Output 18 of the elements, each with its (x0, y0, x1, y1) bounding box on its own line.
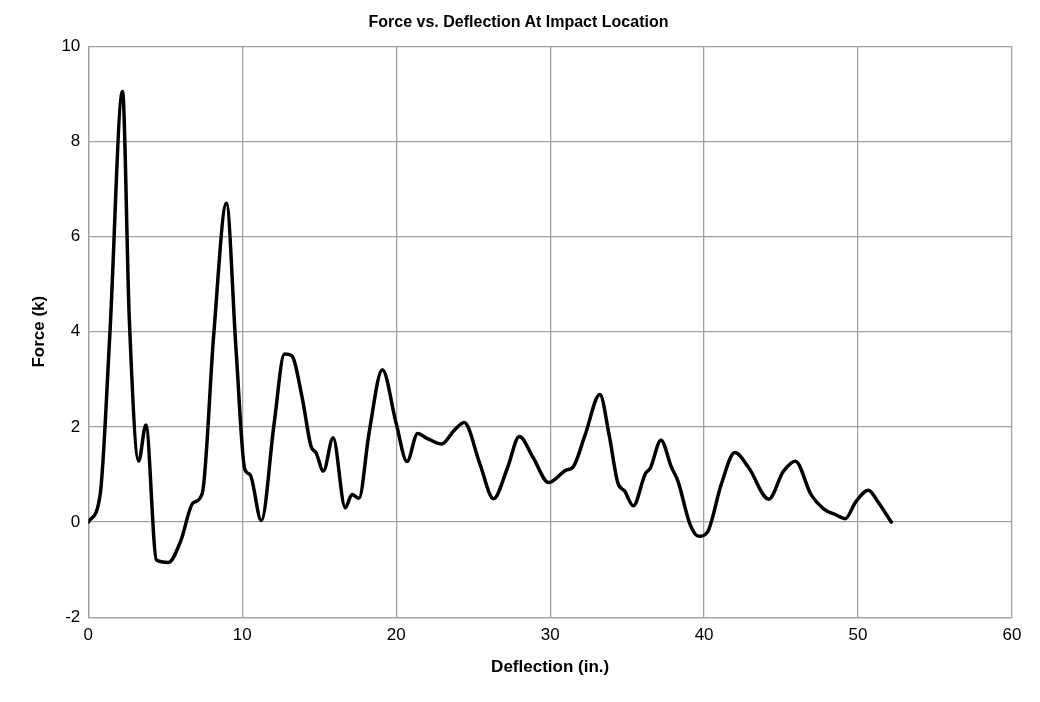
x-tick-label: 50 (848, 625, 868, 645)
x-tick-label: 10 (232, 625, 252, 645)
x-tick-label: 60 (1002, 625, 1022, 645)
chart-title: Force vs. Deflection At Impact Location (368, 13, 669, 31)
x-tick-label: 20 (386, 625, 406, 645)
y-tick-label: 8 (70, 131, 81, 151)
x-tick-label: 0 (83, 625, 94, 645)
y-axis-title: Force (k) (28, 295, 48, 368)
y-tick-label: 6 (70, 226, 81, 246)
x-tick-label: 40 (694, 625, 714, 645)
line-series (88, 89, 894, 565)
x-axis-title: Deflection (in.) (491, 657, 610, 677)
y-tick-label: -2 (65, 606, 81, 626)
y-tick-label: 2 (70, 416, 81, 436)
x-tick-label: 30 (540, 625, 560, 645)
y-tick-label: 4 (70, 321, 81, 341)
y-tick-label: 10 (61, 35, 81, 55)
y-tick-label: 0 (70, 511, 81, 531)
